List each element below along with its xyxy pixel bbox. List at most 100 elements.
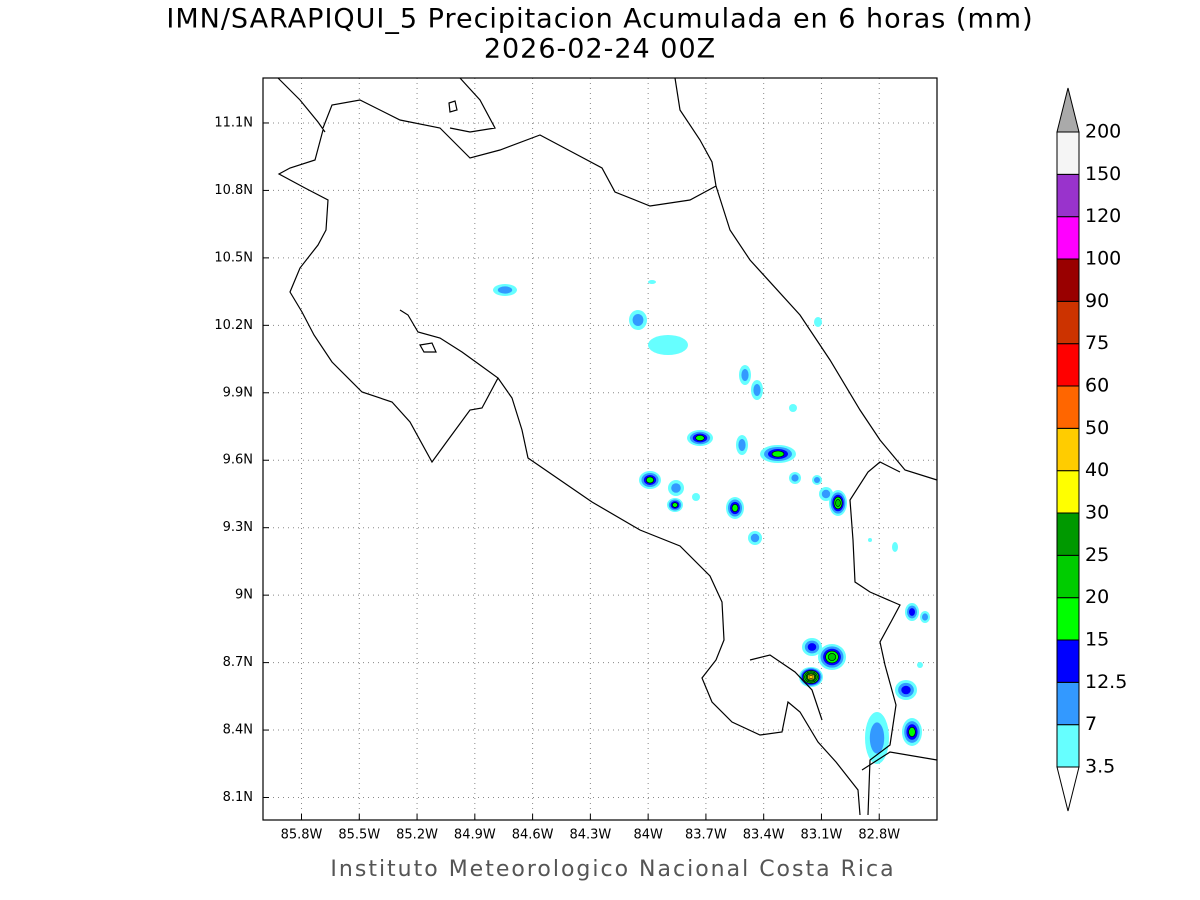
precip-area xyxy=(695,435,705,441)
y-tick-label: 9N xyxy=(235,588,253,603)
colorbar-label: 7 xyxy=(1085,713,1097,735)
x-tick-label: 82.8W xyxy=(858,828,900,843)
precip-area xyxy=(771,450,785,458)
colorbar-label: 30 xyxy=(1085,502,1109,524)
precip-area xyxy=(908,727,916,737)
colorbar-segment xyxy=(1056,427,1080,472)
precip-area xyxy=(791,474,799,482)
colorbar-label: 120 xyxy=(1085,205,1121,227)
colorbar-segment xyxy=(1056,724,1080,768)
precip-area xyxy=(807,643,817,651)
colorbar-under xyxy=(1056,766,1080,812)
precip-area xyxy=(789,404,797,412)
colorbar-label: 40 xyxy=(1085,459,1109,481)
precip-area xyxy=(869,722,885,754)
colorbar-label: 200 xyxy=(1085,121,1121,143)
coastline xyxy=(749,654,823,721)
precip-area xyxy=(917,662,923,668)
title: IMN/SARAPIQUI_5 Precipitacion Acumulada … xyxy=(166,4,1033,35)
precip-area xyxy=(692,493,700,501)
coastline xyxy=(861,751,938,771)
colorbar-segment xyxy=(1056,300,1080,345)
y-tick-label: 8.1N xyxy=(223,790,253,805)
colorbar-segment xyxy=(1056,512,1080,556)
colorbar-label: 12.5 xyxy=(1085,671,1127,693)
precip-area xyxy=(901,685,911,695)
y-tick-label: 9.9N xyxy=(223,385,253,400)
colorbar-label: 25 xyxy=(1085,544,1109,566)
precip-area xyxy=(632,314,644,326)
x-tick-label: 83.4W xyxy=(743,828,785,843)
precip-area xyxy=(731,504,739,512)
colorbar-label: 75 xyxy=(1085,332,1109,354)
precip-area xyxy=(753,384,761,396)
colorbar-label: 60 xyxy=(1085,375,1109,397)
y-tick-label: 10.5N xyxy=(214,250,253,265)
colorbar-segment xyxy=(1056,597,1080,641)
map-frame xyxy=(262,77,938,821)
precip-area xyxy=(892,542,898,552)
colorbar-segment xyxy=(1056,258,1080,302)
x-tick-label: 84.9W xyxy=(454,828,496,843)
precip-area xyxy=(868,538,872,542)
coastline xyxy=(277,129,861,816)
y-tick-label: 10.2N xyxy=(214,318,253,333)
precip-area xyxy=(750,533,760,543)
colorbar-segment xyxy=(1056,554,1080,599)
colorbar-segment xyxy=(1056,131,1080,175)
x-tick-label: 85.8W xyxy=(281,828,323,843)
colorbar-label: 90 xyxy=(1085,290,1109,312)
x-tick-label: 85.5W xyxy=(338,828,380,843)
precip-area xyxy=(814,477,820,483)
footer: Instituto Meteorologico Nacional Costa R… xyxy=(330,857,895,882)
x-tick-label: 84.3W xyxy=(569,828,611,843)
precip-area xyxy=(671,483,681,493)
colorbar-segment xyxy=(1056,173,1080,218)
colorbar-label: 15 xyxy=(1085,629,1109,651)
grid xyxy=(263,78,937,820)
precip-area xyxy=(827,653,837,661)
coastline xyxy=(674,77,938,481)
precip-area xyxy=(646,476,654,484)
colorbar-segment xyxy=(1056,639,1080,683)
precip-area xyxy=(814,317,822,327)
y-tick-label: 11.1N xyxy=(214,115,253,130)
x-tick-label: 83.1W xyxy=(801,828,843,843)
colorbar-segment xyxy=(1056,470,1080,514)
precip-area xyxy=(648,280,656,284)
colorbar-segment xyxy=(1056,216,1080,260)
precip-area xyxy=(648,335,688,355)
precip-area xyxy=(909,608,915,616)
precip-area xyxy=(738,439,746,451)
precip-area xyxy=(821,489,831,499)
y-tick-label: 9.6N xyxy=(223,453,253,468)
coastlines xyxy=(277,77,938,816)
x-tick-label: 84.6W xyxy=(512,828,554,843)
precip-area xyxy=(835,499,841,507)
x-tick-label: 85.2W xyxy=(396,828,438,843)
y-tick-label: 9.3N xyxy=(223,520,253,535)
colorbar-segment xyxy=(1056,681,1080,726)
colorbar-label: 50 xyxy=(1085,417,1109,439)
precip-area xyxy=(497,286,513,294)
precip-area xyxy=(922,613,928,621)
colorbar-label: 20 xyxy=(1085,586,1109,608)
subtitle: 2026-02-24 00Z xyxy=(484,34,716,65)
precip-areas xyxy=(493,280,930,764)
coastline xyxy=(849,461,901,816)
precip-area xyxy=(741,369,749,381)
y-tick-label: 10.8N xyxy=(214,183,253,198)
y-tick-label: 8.4N xyxy=(223,723,253,738)
colorbar-segment xyxy=(1056,385,1080,429)
coastline xyxy=(448,77,496,133)
y-tick-label: 8.7N xyxy=(223,655,253,670)
colorbar-label: 3.5 xyxy=(1085,756,1115,778)
x-tick-label: 83.7W xyxy=(685,828,727,843)
precip-area xyxy=(672,502,678,508)
colorbar-label: 100 xyxy=(1085,248,1121,270)
x-tick-label: 84W xyxy=(633,828,663,843)
colorbar xyxy=(1056,87,1080,812)
colorbar-segment xyxy=(1056,343,1080,387)
colorbar-label: 150 xyxy=(1085,163,1121,185)
